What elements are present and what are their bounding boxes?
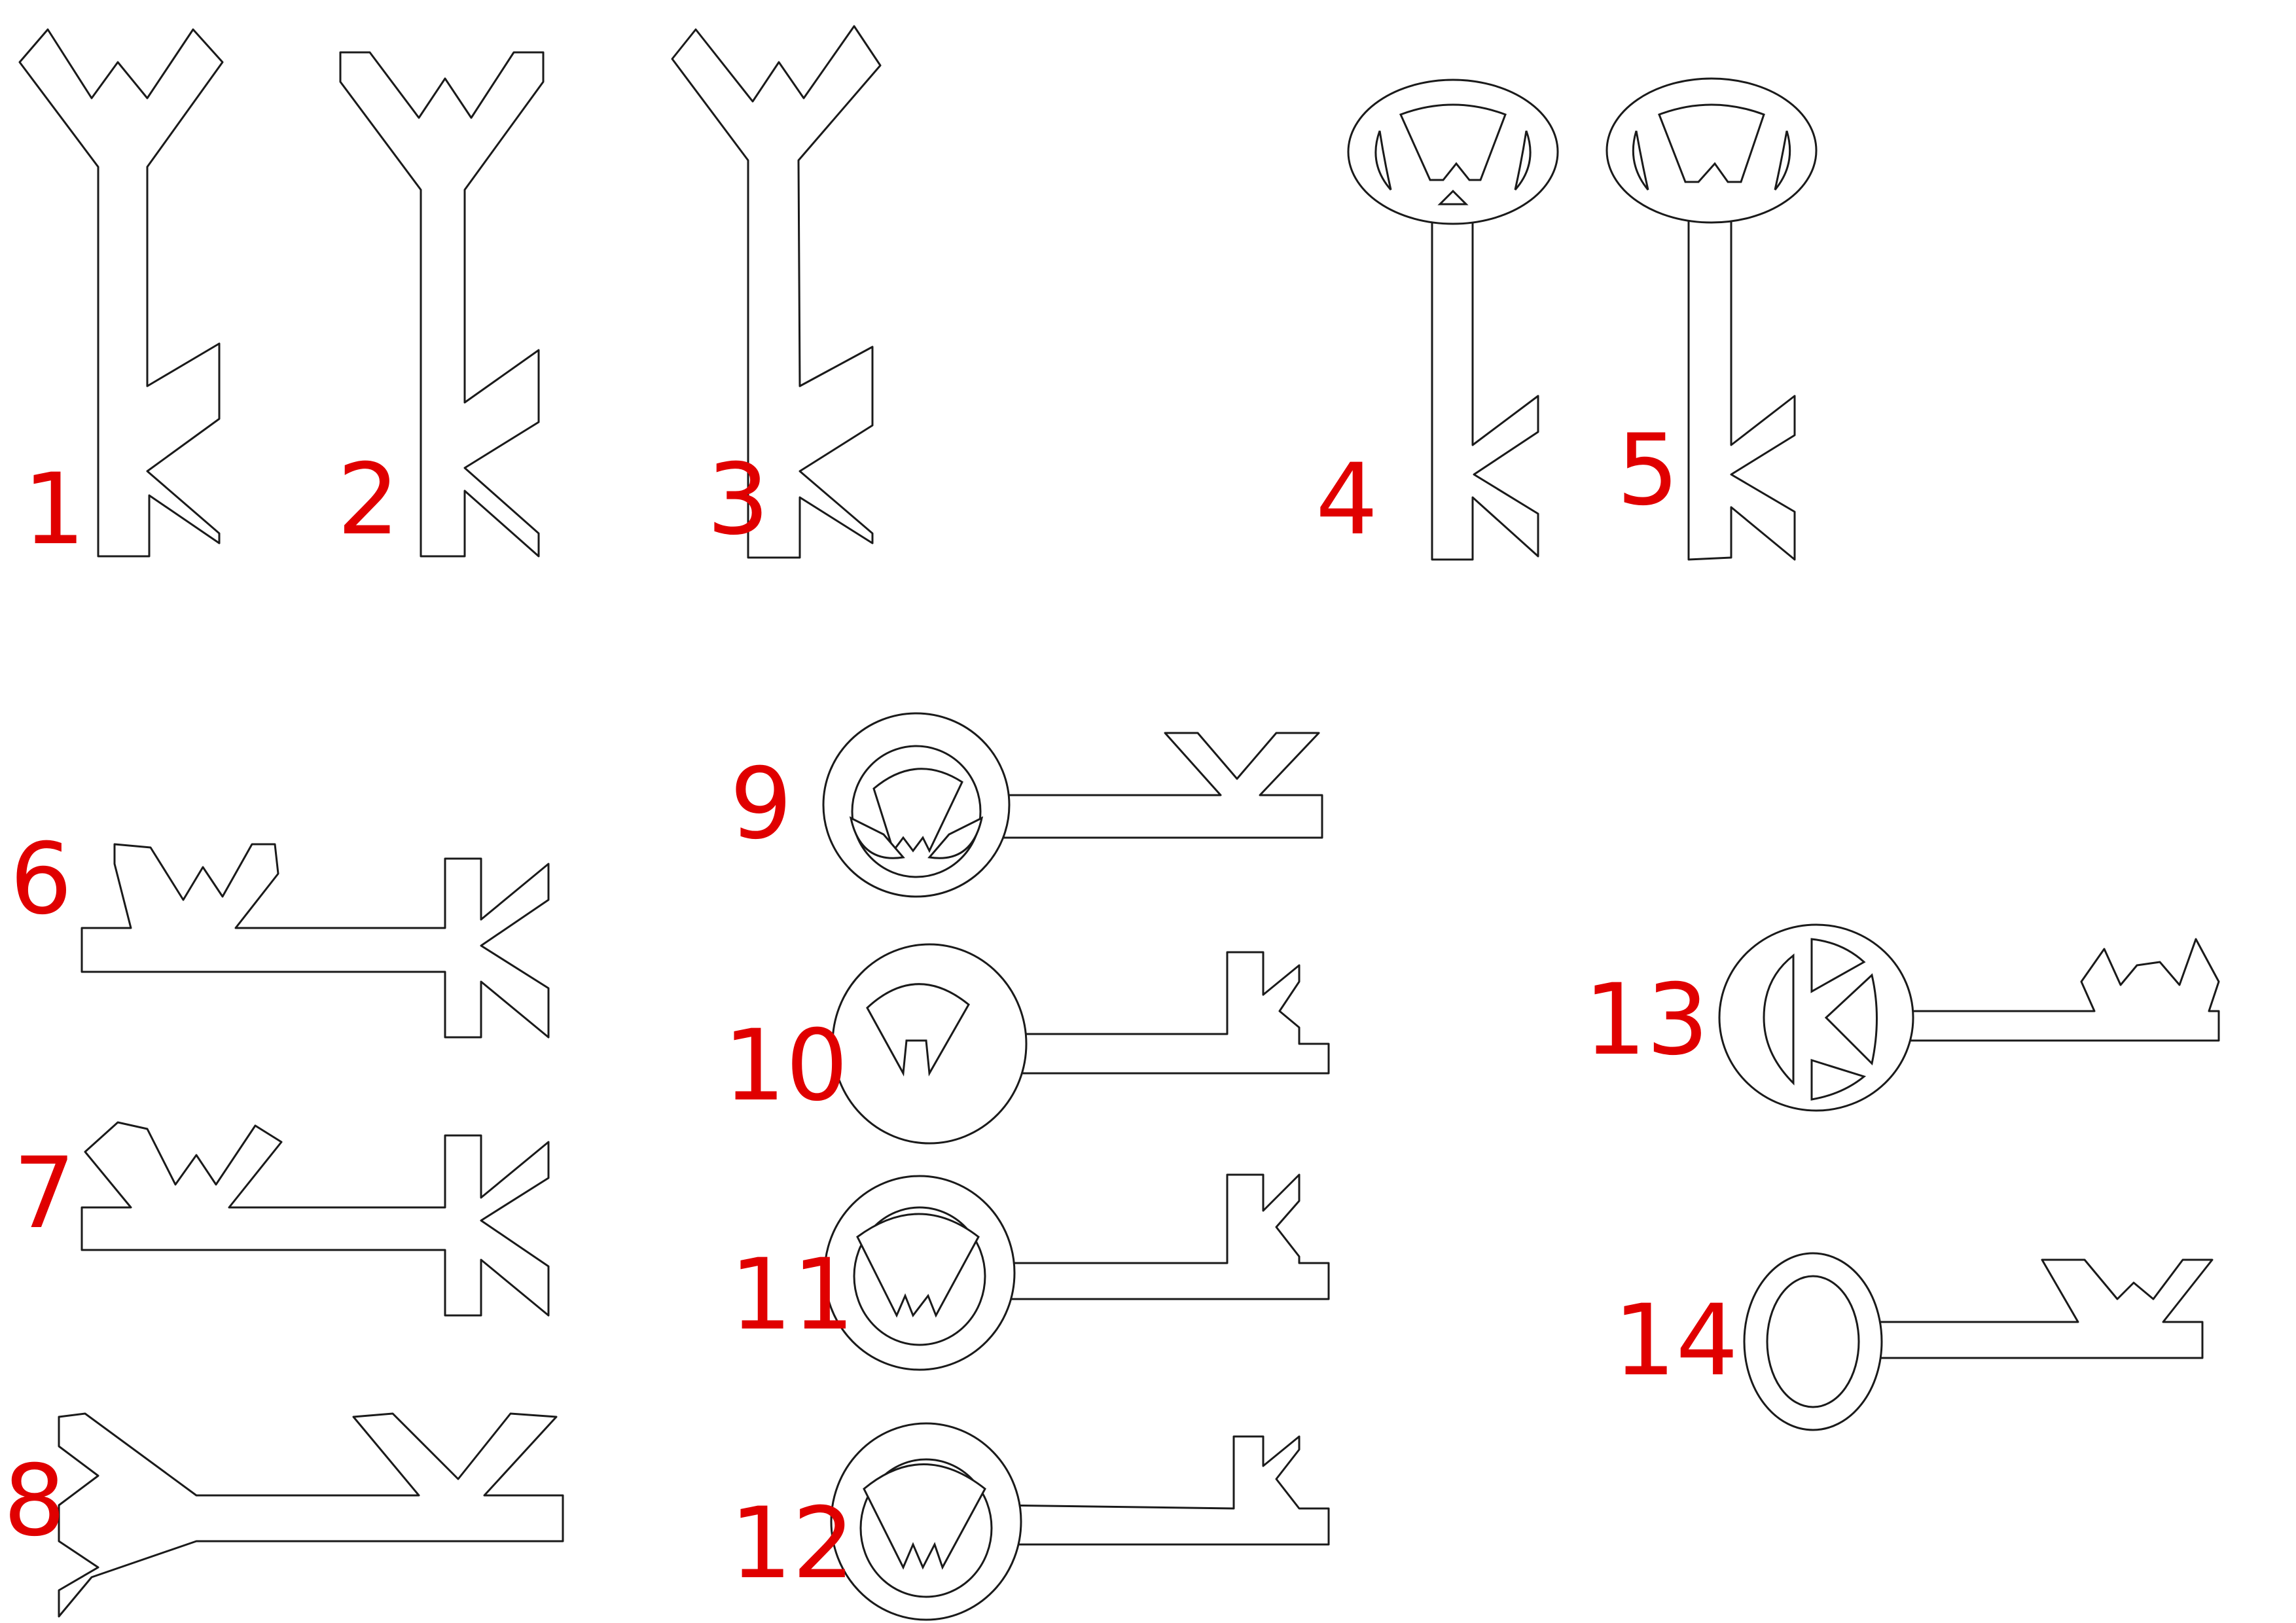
key-10-shaft	[994, 951, 1330, 1075]
key-13-k-stem	[1763, 953, 1795, 1086]
key-7	[81, 1121, 550, 1317]
label-9: 9	[730, 747, 792, 861]
key-5-right-crescent	[1774, 130, 1791, 190]
label-4: 4	[1316, 443, 1378, 557]
key-4-shaft	[1431, 208, 1539, 561]
key-14	[1743, 1252, 2214, 1431]
label-5: 5	[1617, 414, 1679, 527]
key-13-bow	[1718, 923, 1914, 1112]
key-4-triangle	[1437, 189, 1469, 205]
key-14-shaft	[1871, 1258, 2214, 1359]
key-2	[339, 51, 545, 558]
key-4-w-cutout	[1399, 103, 1507, 181]
key-6-outline	[81, 843, 550, 1039]
label-13: 13	[1584, 963, 1709, 1077]
key-3	[671, 25, 882, 559]
key-11	[823, 1173, 1330, 1371]
key-1-outline	[18, 28, 224, 558]
key-4-right-crescent	[1514, 130, 1532, 190]
label-2: 2	[337, 443, 399, 557]
label-10: 10	[723, 1009, 848, 1123]
label-8: 8	[3, 1444, 65, 1558]
key-13-k-right	[1824, 973, 1878, 1066]
key-12	[830, 1422, 1330, 1621]
label-11: 11	[730, 1238, 855, 1352]
key-5	[1605, 77, 1818, 561]
key-13-k-lower	[1810, 1058, 1867, 1101]
key-3-outline	[671, 25, 882, 559]
key-5-shaft	[1687, 211, 1796, 561]
key-9	[822, 712, 1323, 898]
key-13-shaft	[1877, 938, 2220, 1042]
key-10	[831, 943, 1330, 1145]
key-7-outline	[81, 1121, 550, 1317]
key-13	[1718, 923, 2220, 1112]
label-6: 6	[10, 823, 72, 936]
label-3: 3	[707, 443, 769, 557]
key-13-k-upper	[1810, 938, 1866, 993]
label-14: 14	[1613, 1284, 1738, 1398]
key-4	[1347, 79, 1559, 561]
key-2-outline	[339, 51, 545, 558]
key-9-shaft	[980, 732, 1323, 839]
key-12-shaft	[994, 1435, 1330, 1546]
key-5-left-crescent	[1632, 130, 1649, 190]
key-6	[81, 843, 550, 1039]
key-8-outline	[58, 1412, 564, 1618]
key-4-left-crescent	[1374, 130, 1392, 190]
key-5-w-cutout	[1658, 103, 1765, 183]
key-1	[18, 28, 224, 558]
key-9-lower-crescent	[849, 816, 984, 859]
label-12: 12	[730, 1487, 855, 1601]
key-14-inner-ring	[1766, 1275, 1860, 1408]
key-12-w-cutout	[863, 1463, 986, 1570]
key-9-w-cutout	[872, 768, 963, 853]
key-10-w-cutout	[866, 983, 970, 1077]
key-11-w-cutout	[856, 1213, 980, 1318]
label-1: 1	[23, 453, 85, 567]
key-8	[58, 1412, 564, 1618]
label-7: 7	[13, 1137, 75, 1251]
key-11-shaft	[997, 1173, 1330, 1300]
